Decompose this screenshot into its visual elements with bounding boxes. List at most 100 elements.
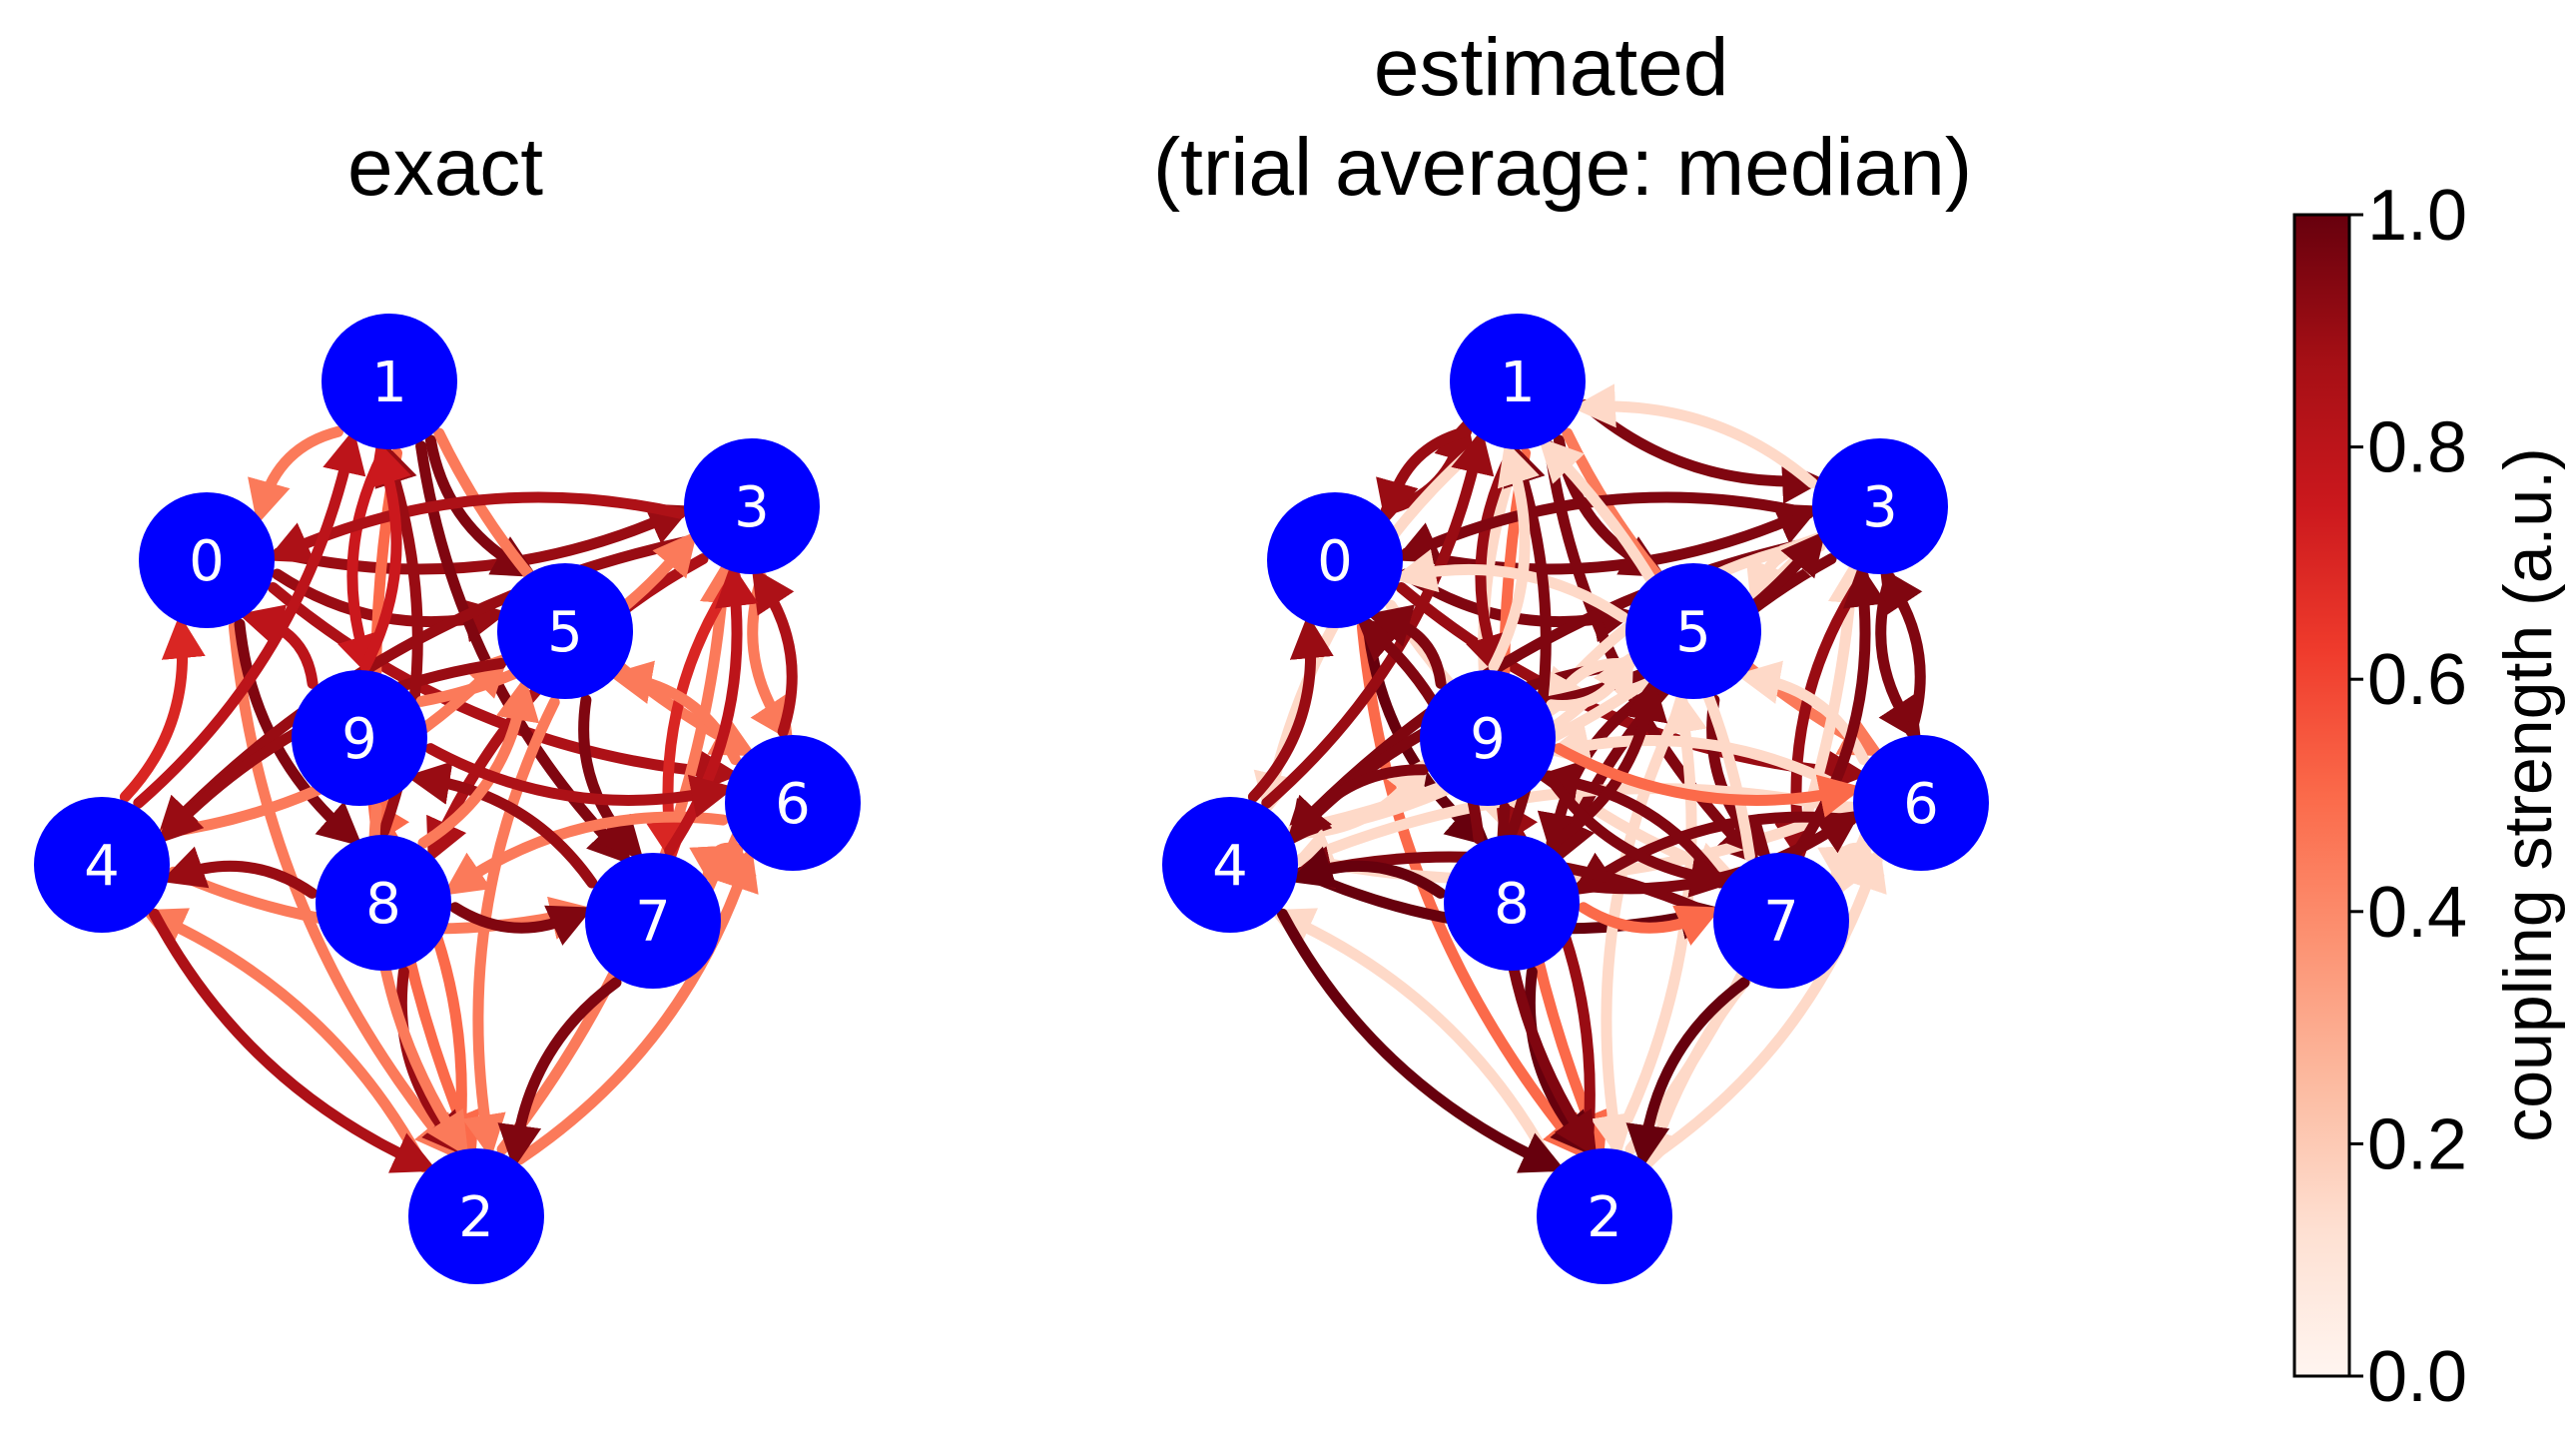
node-3: 3 <box>684 438 820 574</box>
node-label: 3 <box>1862 475 1898 540</box>
node-label: 7 <box>635 890 671 955</box>
edge-3-to-0 <box>1394 491 1814 563</box>
colorbar-label: coupling strength (a.u.) <box>2490 447 2566 1142</box>
node-circle <box>408 1148 544 1284</box>
node-circle <box>34 797 170 933</box>
node-label: 7 <box>1763 890 1799 955</box>
node-label: 0 <box>1317 529 1353 594</box>
node-circle <box>1444 835 1580 971</box>
node-4: 4 <box>1162 797 1298 933</box>
edge-4-to-0 <box>1247 614 1334 803</box>
edge-7-to-3 <box>664 562 759 857</box>
node-group: 0 1 2 3 4 5 6 7 8 9 <box>1162 314 1989 1284</box>
edge-4-to-2 <box>1277 908 1567 1173</box>
node-circle <box>497 563 633 699</box>
edge-8-to-4 <box>160 846 319 899</box>
node-label: 1 <box>1500 351 1536 415</box>
panel-title-exact: exact <box>347 122 543 213</box>
node-0: 0 <box>139 492 275 628</box>
node-circle <box>684 438 820 574</box>
edge-8-to-4 <box>1288 846 1447 899</box>
panel-title-estimated: estimated (trial average: median) <box>1153 22 1972 213</box>
edge-2-to-6 <box>1642 846 1887 1165</box>
title-line: estimated <box>1374 22 1729 113</box>
edge-6-to-5 <box>1735 660 1869 766</box>
edge-0-to-3 <box>1401 503 1821 575</box>
edge-2-to-4 <box>140 908 429 1173</box>
node-label: 4 <box>84 834 120 899</box>
node-label: 9 <box>341 707 377 772</box>
node-circle <box>316 835 451 971</box>
edge-0-to-2 <box>1356 621 1588 1160</box>
colorbar-tick-label: 0.4 <box>2367 873 2467 953</box>
edge-0-to-2 <box>228 621 459 1160</box>
node-9: 9 <box>1420 670 1556 806</box>
colorbar-bar <box>2292 213 2351 1378</box>
edge-7-to-6 <box>702 833 757 882</box>
edge-9-to-4 <box>1288 764 1429 847</box>
edge-7-to-2 <box>497 977 622 1169</box>
colorbar-ticks: 0.0 0.2 0.4 0.6 0.8 1.0 <box>2349 176 2467 1417</box>
colorbar-tick-label: 0.2 <box>2367 1104 2467 1184</box>
edge-0-to-3 <box>273 503 693 575</box>
edge-7-to-2 <box>1625 977 1750 1169</box>
node-label: 2 <box>458 1185 494 1250</box>
node-8: 8 <box>316 835 451 971</box>
edge-4-to-2 <box>149 908 438 1173</box>
edge-8-to-7 <box>449 902 594 946</box>
node-circle <box>1812 438 1948 574</box>
edge-9-to-0 <box>238 604 319 689</box>
node-label: 1 <box>371 351 407 415</box>
edge-3-to-0 <box>266 491 686 563</box>
node-4: 4 <box>34 797 170 933</box>
edge-8-to-7 <box>1578 902 1722 946</box>
node-label: 6 <box>775 772 811 837</box>
edge-6-to-5 <box>607 660 741 766</box>
node-label: 8 <box>365 872 401 937</box>
edge-3-to-4 <box>156 535 695 842</box>
colorbar-tick-label: 0.6 <box>2367 640 2467 720</box>
node-8: 8 <box>1444 835 1580 971</box>
panel-estimated: estimated (trial average: median) 0 1 2 3 4 5… <box>1153 22 1989 1284</box>
edge-9-to-6 <box>424 743 736 818</box>
node-9: 9 <box>292 670 427 806</box>
title-line: (trial average: median) <box>1153 122 1972 213</box>
node-2: 2 <box>1537 1148 1672 1284</box>
edge-9-to-1 <box>1488 439 1540 672</box>
edge-4-to-0 <box>119 614 206 803</box>
node-6: 6 <box>725 735 861 871</box>
colorbar: 0.0 0.2 0.4 0.6 0.8 1.0 coupling strength (a.… <box>2292 176 2566 1417</box>
edge-2-to-4 <box>1268 908 1558 1173</box>
edge-7-to-9 <box>405 761 598 889</box>
node-0: 0 <box>1267 492 1403 628</box>
node-circle <box>1713 853 1849 989</box>
node-5: 5 <box>497 563 633 699</box>
edge-2-to-6 <box>514 846 759 1165</box>
node-circle <box>1450 314 1586 449</box>
node-circle <box>725 735 861 871</box>
edge-9-to-5 <box>1546 649 1634 711</box>
edge-1-to-5 <box>424 434 538 577</box>
node-label: 5 <box>547 600 583 665</box>
node-group: 0 1 2 3 4 5 6 7 8 9 <box>34 314 861 1284</box>
node-1: 1 <box>322 314 457 449</box>
edge-1-to-0 <box>248 425 343 525</box>
edge-9-to-1 <box>359 439 411 672</box>
node-circle <box>139 492 275 628</box>
colorbar-tick-label: 0.8 <box>2367 408 2467 488</box>
node-label: 2 <box>1587 1185 1622 1250</box>
node-label: 4 <box>1212 834 1248 899</box>
node-circle <box>322 314 457 449</box>
node-2: 2 <box>408 1148 544 1284</box>
node-circle <box>1420 670 1556 806</box>
node-label: 9 <box>1470 707 1506 772</box>
node-circle <box>585 853 721 989</box>
node-circle <box>1537 1148 1672 1284</box>
node-circle <box>1625 563 1761 699</box>
node-label: 3 <box>734 475 770 540</box>
edge-9-to-6 <box>1553 743 1864 818</box>
node-label: 0 <box>189 529 225 594</box>
node-circle <box>1162 797 1298 933</box>
edge-0-to-6 <box>268 582 741 793</box>
